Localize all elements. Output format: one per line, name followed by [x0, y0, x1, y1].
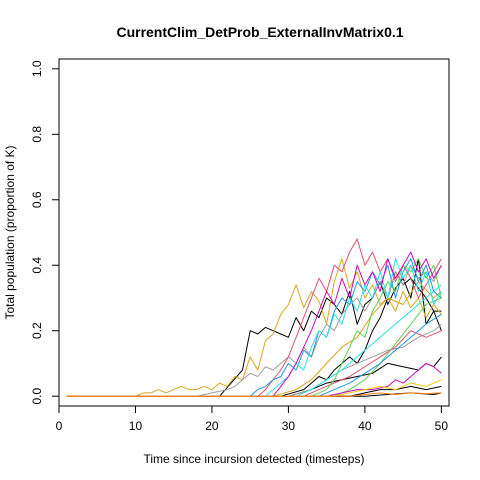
y-tick-label: 0.8 — [30, 126, 44, 143]
series-line — [66, 251, 442, 397]
series-line — [66, 313, 442, 397]
series-line — [66, 379, 442, 397]
series-layer — [66, 238, 442, 397]
series-line — [66, 323, 442, 397]
x-tick-label: 10 — [129, 419, 143, 433]
plot-frame — [58, 58, 450, 407]
chart-title: CurrentClim_DetProb_ExternalInvMatrix0.1 — [116, 24, 403, 40]
x-tick-label: 40 — [358, 419, 372, 433]
series-line — [66, 238, 442, 397]
x-tick-label: 20 — [205, 419, 219, 433]
y-tick-label: 0.0 — [30, 388, 44, 405]
y-tick-label: 0.2 — [30, 322, 44, 339]
y-tick-label: 0.4 — [30, 257, 44, 274]
y-tick-label: 1.0 — [30, 60, 44, 77]
y-axis-label: Total population (proportion of K) — [3, 145, 17, 319]
series-line — [66, 297, 442, 397]
series-line — [66, 258, 442, 397]
series-line — [66, 264, 442, 397]
series-line — [66, 284, 442, 397]
x-tick-label: 30 — [282, 419, 296, 433]
x-tick-label: 0 — [56, 419, 63, 433]
series-line — [66, 362, 442, 397]
series-line — [66, 258, 442, 397]
y-tick-label: 0.6 — [30, 191, 44, 208]
series-line — [66, 258, 442, 397]
series-line — [66, 258, 442, 397]
series-line — [66, 392, 442, 397]
y-axis: 0.0 0.2 0.4 0.6 0.8 1.0 — [30, 60, 59, 405]
x-axis-label: Time since incursion detected (timesteps… — [144, 452, 365, 466]
series-line — [66, 281, 442, 397]
series-line — [66, 258, 442, 397]
x-axis: 0 10 20 30 40 50 — [56, 406, 449, 433]
x-tick-label: 50 — [435, 419, 449, 433]
